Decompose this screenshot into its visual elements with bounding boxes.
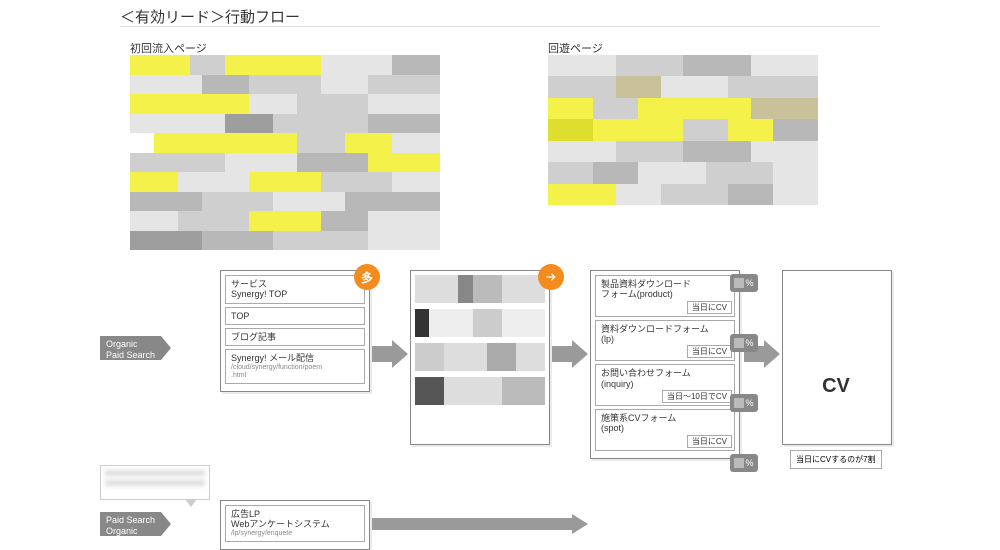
cv-note: 当日にCVするのが7割: [790, 450, 882, 469]
cv-timing-badge: 当日〜10日でCV: [662, 390, 732, 403]
source-label-paid: Paid SearchOrganic: [100, 512, 161, 536]
badge-arrow-icon: [538, 264, 564, 290]
form-item: お問い合わせフォーム(inquiry)当日〜10日でCV: [595, 364, 735, 406]
divider: [120, 26, 880, 27]
intermediate-box: [410, 270, 550, 445]
entry-page-item: サービスSynergy! TOP: [225, 275, 365, 304]
entry-pages-box: サービスSynergy! TOP TOP ブログ記事 Synergy! メール配信/c…: [220, 270, 370, 392]
percent-badge: %: [730, 334, 758, 352]
lp-item: 広告LPWebアンケートシステム/lp/synergy/enquete: [225, 505, 365, 542]
form-item: 施策系CVフォーム(spot)当日にCV: [595, 409, 735, 451]
cv-timing-badge: 当日にCV: [687, 301, 732, 314]
form-item: 製品資料ダウンロードフォーム(product)当日にCV: [595, 275, 735, 317]
percent-badge: %: [730, 454, 758, 472]
forms-box: 製品資料ダウンロードフォーム(product)当日にCV資料ダウンロードフォーム…: [590, 270, 740, 459]
cv-label: CV: [796, 375, 876, 398]
arrow-icon: [372, 340, 408, 368]
cv-box: [782, 270, 892, 445]
section-label-initial: 初回流入ページ: [130, 40, 207, 56]
cv-timing-badge: 当日にCV: [687, 435, 732, 448]
mosaic-initial: [130, 55, 440, 250]
lp-box: 広告LPWebアンケートシステム/lp/synergy/enquete: [220, 500, 370, 550]
popup-blurred: [100, 465, 210, 500]
cv-timing-badge: 当日にCV: [687, 345, 732, 358]
entry-page-item: ブログ記事: [225, 328, 365, 346]
source-label-organic: OrganicPaid Search: [100, 336, 161, 360]
arrow-icon: [552, 340, 588, 368]
arrow-icon: [372, 514, 588, 534]
entry-page-item: TOP: [225, 307, 365, 325]
flow-diagram: OrganicPaid Search Paid SearchOrganic サー…: [100, 270, 900, 550]
badge-many: 多: [354, 264, 380, 290]
percent-badge: %: [730, 274, 758, 292]
percent-badge: %: [730, 394, 758, 412]
mosaic-browse: [548, 55, 818, 205]
form-item: 資料ダウンロードフォーム(lp)当日にCV: [595, 320, 735, 362]
page-title: ＜有効リード＞行動フロー: [120, 6, 300, 27]
entry-page-item: Synergy! メール配信/cloud/synergy/function/po…: [225, 349, 365, 383]
section-label-browse: 回遊ページ: [548, 40, 603, 56]
